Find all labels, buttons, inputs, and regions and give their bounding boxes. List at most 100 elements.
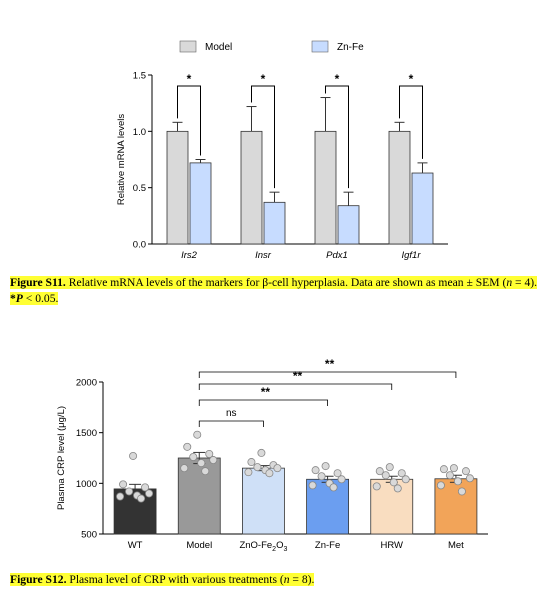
data-point <box>453 477 462 486</box>
x-tick-label: WT <box>128 540 143 551</box>
data-point <box>465 474 474 483</box>
caption-label: Figure S12. <box>10 573 67 586</box>
data-point <box>329 483 338 492</box>
data-point <box>273 464 282 473</box>
x-tick-label: Zn-Fe <box>315 540 340 551</box>
figure-s11-svg: Model Zn-Fe 0.0 0.5 1.0 1.5 Relative mRNA leve… <box>116 40 448 261</box>
data-point <box>436 481 445 490</box>
data-point <box>317 472 326 481</box>
figure-s11-chart: Model Zn-Fe 0.0 0.5 1.0 1.5 Relative mRNA leve… <box>0 0 554 261</box>
caption-p-val: < 0.05. <box>22 292 59 305</box>
comparison-bracket <box>198 371 457 378</box>
significance-bracket <box>325 85 349 189</box>
data-point <box>337 475 346 484</box>
comparison-label: ** <box>325 357 335 371</box>
y-tick-label: 2000 <box>76 378 97 389</box>
figure-s12-caption: Figure S12. Plasma level of CRP with var… <box>10 572 540 588</box>
data-point <box>247 458 256 467</box>
data-point <box>393 484 402 493</box>
data-point <box>244 468 253 477</box>
caption-p-var: P <box>15 292 23 305</box>
data-point <box>193 430 202 439</box>
x-tick-label: Insr <box>255 250 272 260</box>
figure-s12-svg: 500 1000 1500 2000 Plasma CRP level (μg/L) WT… <box>56 357 488 553</box>
comparison-label: ** <box>293 369 303 383</box>
data-point <box>389 478 398 487</box>
bar <box>411 172 434 245</box>
significance-bracket <box>177 85 201 156</box>
caption-p-star: * <box>10 292 16 305</box>
x-tick-label: Pdx1 <box>326 250 348 260</box>
data-point <box>439 465 448 474</box>
caption-text: Plasma level of CRP with various treatme… <box>66 573 284 586</box>
comparison-label: ** <box>261 385 271 399</box>
significance-bracket <box>399 85 423 159</box>
y-tick-label: 1500 <box>76 428 97 439</box>
comparison-bracket <box>198 420 264 427</box>
data-point <box>265 469 274 478</box>
data-point <box>381 471 390 480</box>
significance-label: * <box>409 72 414 86</box>
caption-n-val: = 8). <box>289 573 315 586</box>
legend-swatch <box>311 40 329 53</box>
caption-n-var: n <box>506 276 513 289</box>
bar <box>337 205 360 245</box>
y-tick-label: 0.0 <box>133 240 146 251</box>
x-tick-label: HRW <box>380 540 403 551</box>
comparison-label: ns <box>226 408 237 419</box>
x-tick-label: ZnO-Fe2O3 <box>239 540 287 553</box>
data-point <box>461 467 470 476</box>
y-tick-label: 1.5 <box>133 71 146 82</box>
data-point <box>137 494 146 503</box>
y-axis-label: Plasma CRP level (μg/L) <box>56 406 67 510</box>
caption-n-val: = 4). <box>512 276 538 289</box>
comparison-bracket <box>198 383 393 390</box>
significance-label: * <box>187 72 192 86</box>
bar <box>388 130 411 245</box>
data-point <box>321 462 330 471</box>
bar <box>240 130 263 245</box>
y-tick-label: 1000 <box>76 479 97 490</box>
data-point <box>205 449 214 458</box>
legend-label: Model <box>205 42 232 53</box>
data-point <box>333 469 342 478</box>
caption-label: Figure S11. <box>10 276 66 289</box>
data-point <box>119 480 128 489</box>
legend-swatch <box>179 40 197 53</box>
bar <box>242 467 285 535</box>
x-tick-label: Igf1r <box>401 250 421 260</box>
significance-label: * <box>261 72 266 86</box>
bar <box>189 162 212 245</box>
data-point <box>308 481 317 490</box>
data-point <box>129 451 138 460</box>
data-point <box>189 452 198 461</box>
comparison-bracket <box>198 399 328 406</box>
y-tick-label: 1.0 <box>133 127 146 138</box>
data-point <box>253 463 262 472</box>
x-tick-label: Irs2 <box>181 250 198 260</box>
y-tick-label: 0.5 <box>133 183 146 194</box>
data-point <box>141 483 150 492</box>
data-point <box>145 489 154 498</box>
data-point <box>445 471 454 480</box>
bar <box>263 201 286 245</box>
caption-n-var: n <box>283 573 290 586</box>
data-point <box>180 464 189 473</box>
data-point <box>116 492 125 501</box>
data-point <box>125 487 134 496</box>
y-tick-label: 500 <box>81 530 97 541</box>
data-point <box>397 469 406 478</box>
figure-s12-chart: 500 1000 1500 2000 Plasma CRP level (μg/L) WT… <box>0 352 554 567</box>
data-point <box>201 467 210 476</box>
data-point <box>372 482 381 491</box>
figure-s11-caption: Figure S11. Relative mRNA levels of the … <box>10 275 540 307</box>
significance-label: * <box>335 72 340 86</box>
bar <box>166 130 189 245</box>
data-point <box>197 459 206 468</box>
data-point <box>209 456 218 465</box>
data-point <box>375 467 384 476</box>
bar <box>314 130 337 245</box>
data-point <box>311 466 320 475</box>
y-axis-label: Relative mRNA levels <box>116 114 127 206</box>
data-point <box>401 475 410 484</box>
